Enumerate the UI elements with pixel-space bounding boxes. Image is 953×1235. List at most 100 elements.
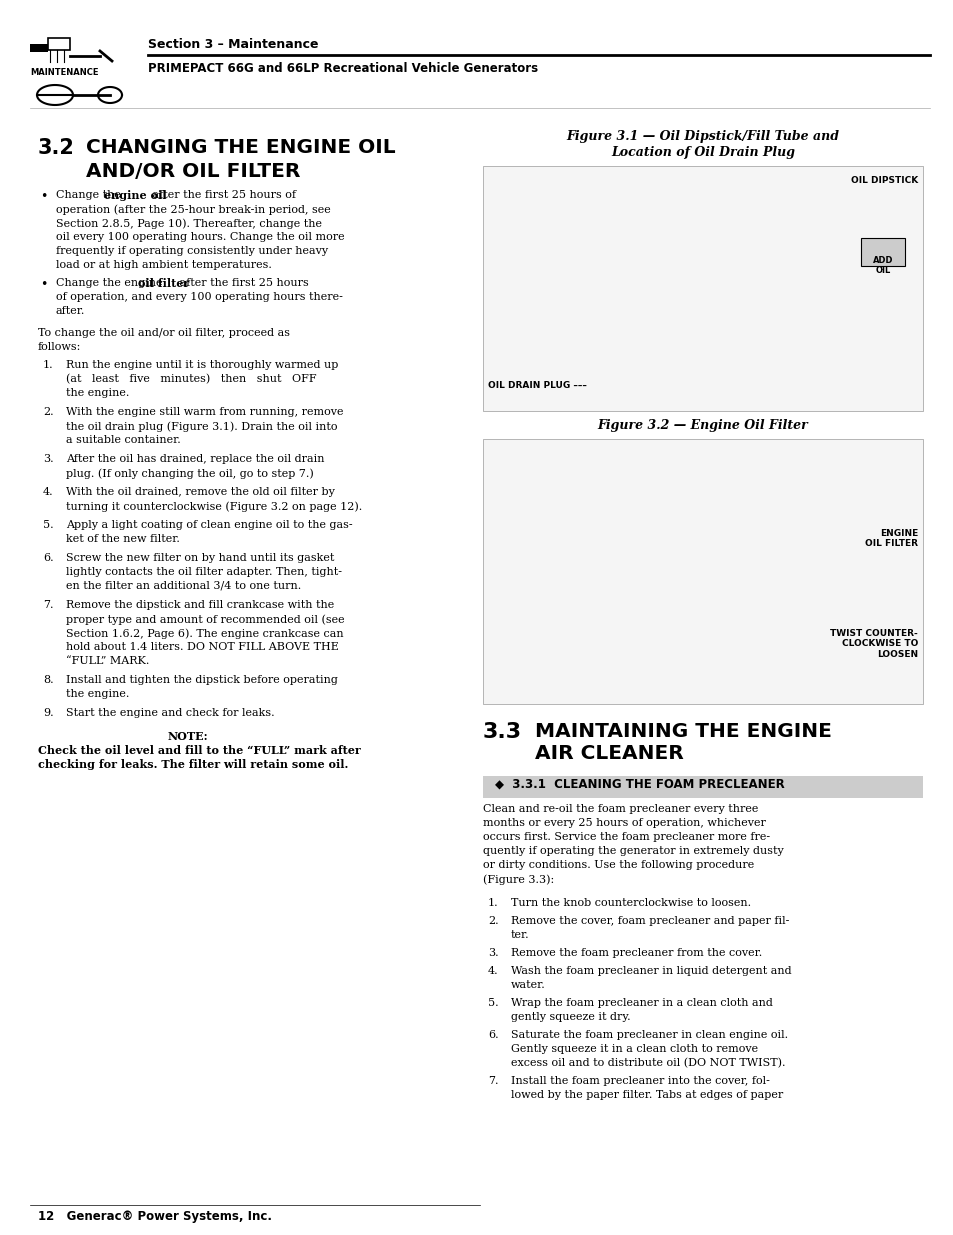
Text: 3.2: 3.2	[38, 138, 74, 158]
Text: 12   Generac® Power Systems, Inc.: 12 Generac® Power Systems, Inc.	[38, 1210, 272, 1223]
Text: or dirty conditions. Use the following procedure: or dirty conditions. Use the following p…	[482, 860, 754, 869]
Text: 1.: 1.	[43, 359, 53, 370]
Text: With the oil drained, remove the old oil filter by: With the oil drained, remove the old oil…	[66, 487, 335, 496]
Text: 8.: 8.	[43, 676, 53, 685]
Text: Start the engine and check for leaks.: Start the engine and check for leaks.	[66, 708, 274, 718]
Text: Screw the new filter on by hand until its gasket: Screw the new filter on by hand until it…	[66, 553, 334, 563]
Text: Change the engine: Change the engine	[56, 278, 166, 288]
Text: Wrap the foam precleaner in a clean cloth and: Wrap the foam precleaner in a clean clot…	[511, 998, 772, 1008]
Text: 3.3: 3.3	[482, 722, 521, 742]
Text: Clean and re-oil the foam precleaner every three: Clean and re-oil the foam precleaner eve…	[482, 804, 758, 814]
Text: Section 3 – Maintenance: Section 3 – Maintenance	[148, 38, 318, 51]
Text: oil filter: oil filter	[138, 278, 189, 289]
Text: load or at high ambient temperatures.: load or at high ambient temperatures.	[56, 261, 272, 270]
Text: •: •	[40, 190, 48, 203]
Text: “FULL” MARK.: “FULL” MARK.	[66, 656, 150, 666]
Text: en the filter an additional 3/4 to one turn.: en the filter an additional 3/4 to one t…	[66, 580, 301, 592]
Text: 6.: 6.	[43, 553, 53, 563]
Text: TWIST COUNTER-
CLOCKWISE TO
LOOSEN: TWIST COUNTER- CLOCKWISE TO LOOSEN	[829, 629, 917, 658]
Text: Section 1.6.2, Page 6). The engine crankcase can: Section 1.6.2, Page 6). The engine crank…	[66, 629, 343, 638]
Text: Location of Oil Drain Plug: Location of Oil Drain Plug	[610, 146, 794, 159]
Text: 4.: 4.	[43, 487, 53, 496]
Text: the engine.: the engine.	[66, 689, 130, 699]
Text: Figure 3.2 — Engine Oil Filter: Figure 3.2 — Engine Oil Filter	[597, 419, 807, 432]
Text: 3.: 3.	[43, 454, 53, 464]
Text: a suitable container.: a suitable container.	[66, 435, 180, 445]
Text: follows:: follows:	[38, 342, 81, 352]
Bar	[48, 38, 70, 49]
Text: after.: after.	[56, 306, 85, 316]
Text: ADD
OIL: ADD OIL	[872, 256, 892, 275]
Text: frequently if operating consistently under heavy: frequently if operating consistently und…	[56, 246, 328, 256]
Bar	[861, 238, 904, 266]
Text: Remove the foam precleaner from the cover.: Remove the foam precleaner from the cove…	[511, 948, 761, 958]
Text: 1.: 1.	[488, 898, 498, 908]
Text: checking for leaks. The filter will retain some oil.: checking for leaks. The filter will reta…	[38, 760, 348, 769]
Text: months or every 25 hours of operation, whichever: months or every 25 hours of operation, w…	[482, 818, 765, 827]
Text: Change the: Change the	[56, 190, 124, 200]
Text: Turn the knob counterclockwise to loosen.: Turn the knob counterclockwise to loosen…	[511, 898, 750, 908]
Text: water.: water.	[511, 981, 545, 990]
Text: oil every 100 operating hours. Change the oil more: oil every 100 operating hours. Change th…	[56, 232, 344, 242]
Text: Install the foam precleaner into the cover, fol-: Install the foam precleaner into the cov…	[511, 1076, 769, 1086]
Text: OIL DIPSTICK: OIL DIPSTICK	[850, 177, 917, 185]
Text: Run the engine until it is thoroughly warmed up: Run the engine until it is thoroughly wa…	[66, 359, 338, 370]
Text: Figure 3.1 — Oil Dipstick/Fill Tube and: Figure 3.1 — Oil Dipstick/Fill Tube and	[566, 130, 839, 143]
Text: 2.: 2.	[488, 916, 498, 926]
Text: Gently squeeze it in a clean cloth to remove: Gently squeeze it in a clean cloth to re…	[511, 1044, 758, 1053]
Bar	[482, 165, 923, 411]
Bar	[482, 776, 923, 798]
Text: (Figure 3.3):: (Figure 3.3):	[482, 874, 554, 884]
Text: plug. (If only changing the oil, go to step 7.): plug. (If only changing the oil, go to s…	[66, 468, 314, 479]
Bar	[30, 44, 48, 52]
Text: excess oil and to distribute oil (DO NOT TWIST).: excess oil and to distribute oil (DO NOT…	[511, 1058, 784, 1068]
Text: ◆  3.3.1  CLEANING THE FOAM PRECLEANER: ◆ 3.3.1 CLEANING THE FOAM PRECLEANER	[495, 778, 784, 790]
Text: Remove the dipstick and fill crankcase with the: Remove the dipstick and fill crankcase w…	[66, 600, 334, 610]
Text: NOTE:: NOTE:	[168, 731, 209, 742]
Text: (at   least   five   minutes)   then   shut   OFF: (at least five minutes) then shut OFF	[66, 374, 316, 384]
Text: Saturate the foam precleaner in clean engine oil.: Saturate the foam precleaner in clean en…	[511, 1030, 787, 1040]
Text: lightly contacts the oil filter adapter. Then, tight-: lightly contacts the oil filter adapter.…	[66, 567, 341, 577]
Text: With the engine still warm from running, remove: With the engine still warm from running,…	[66, 408, 343, 417]
Text: operation (after the 25-hour break-in period, see: operation (after the 25-hour break-in pe…	[56, 204, 331, 215]
Text: after the first 25 hours of: after the first 25 hours of	[150, 190, 296, 200]
Text: quently if operating the generator in extremely dusty: quently if operating the generator in ex…	[482, 846, 783, 856]
Text: 3.: 3.	[488, 948, 498, 958]
Text: occurs first. Service the foam precleaner more fre-: occurs first. Service the foam precleane…	[482, 832, 769, 842]
Text: OIL DRAIN PLUG –––: OIL DRAIN PLUG –––	[488, 382, 586, 390]
Text: 5.: 5.	[488, 998, 498, 1008]
Text: Section 2.8.5, Page 10). Thereafter, change the: Section 2.8.5, Page 10). Thereafter, cha…	[56, 219, 322, 228]
Text: MAINTENANCE: MAINTENANCE	[30, 68, 98, 77]
Text: of operation, and every 100 operating hours there-: of operation, and every 100 operating ho…	[56, 291, 342, 303]
Bar	[482, 438, 923, 704]
Text: Remove the cover, foam precleaner and paper fil-: Remove the cover, foam precleaner and pa…	[511, 916, 788, 926]
Text: after the first 25 hours: after the first 25 hours	[175, 278, 309, 288]
Text: the oil drain plug (Figure 3.1). Drain the oil into: the oil drain plug (Figure 3.1). Drain t…	[66, 421, 337, 431]
Text: the engine.: the engine.	[66, 388, 130, 398]
Text: AIR CLEANER: AIR CLEANER	[535, 743, 683, 763]
Text: proper type and amount of recommended oil (see: proper type and amount of recommended oi…	[66, 614, 344, 625]
Text: 7.: 7.	[488, 1076, 498, 1086]
Text: Install and tighten the dipstick before operating: Install and tighten the dipstick before …	[66, 676, 337, 685]
Text: 5.: 5.	[43, 520, 53, 530]
Text: lowed by the paper filter. Tabs at edges of paper: lowed by the paper filter. Tabs at edges…	[511, 1091, 782, 1100]
Text: To change the oil and/or oil filter, proceed as: To change the oil and/or oil filter, pro…	[38, 329, 290, 338]
Text: hold about 1.4 liters. DO NOT FILL ABOVE THE: hold about 1.4 liters. DO NOT FILL ABOVE…	[66, 642, 338, 652]
Text: MAINTAINING THE ENGINE: MAINTAINING THE ENGINE	[535, 722, 831, 741]
Text: Apply a light coating of clean engine oil to the gas-: Apply a light coating of clean engine oi…	[66, 520, 353, 530]
Text: gently squeeze it dry.: gently squeeze it dry.	[511, 1011, 630, 1023]
Text: Wash the foam precleaner in liquid detergent and: Wash the foam precleaner in liquid deter…	[511, 966, 791, 976]
Text: ket of the new filter.: ket of the new filter.	[66, 534, 180, 543]
Text: •: •	[40, 278, 48, 291]
Text: PRIMEPACT 66G and 66LP Recreational Vehicle Generators: PRIMEPACT 66G and 66LP Recreational Vehi…	[148, 62, 537, 75]
Text: ter.: ter.	[511, 930, 529, 940]
Text: engine oil: engine oil	[104, 190, 166, 201]
Text: CHANGING THE ENGINE OIL: CHANGING THE ENGINE OIL	[86, 138, 395, 157]
Text: 7.: 7.	[43, 600, 53, 610]
Text: 6.: 6.	[488, 1030, 498, 1040]
Text: 2.: 2.	[43, 408, 53, 417]
Text: After the oil has drained, replace the oil drain: After the oil has drained, replace the o…	[66, 454, 324, 464]
Text: turning it counterclockwise (Figure 3.2 on page 12).: turning it counterclockwise (Figure 3.2 …	[66, 501, 362, 511]
Text: ENGINE
OIL FILTER: ENGINE OIL FILTER	[864, 529, 917, 548]
Text: Check the oil level and fill to the “FULL” mark after: Check the oil level and fill to the “FUL…	[38, 745, 360, 756]
